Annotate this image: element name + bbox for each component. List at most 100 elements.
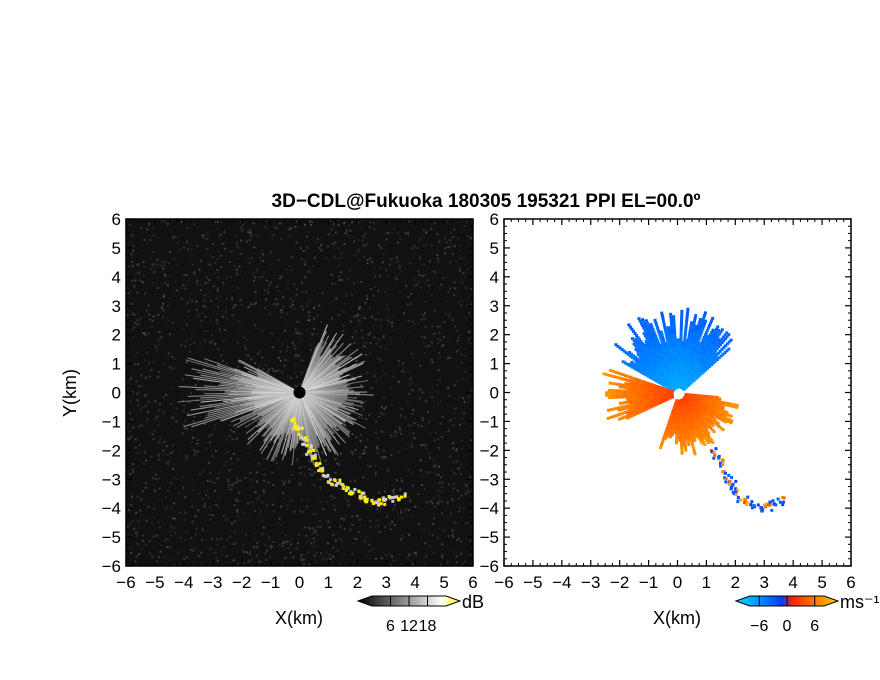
noise-pixel xyxy=(250,558,253,561)
noise-pixel xyxy=(184,384,187,387)
noise-pixel xyxy=(286,345,289,348)
velocity-pixel xyxy=(672,317,676,321)
noise-pixel xyxy=(277,356,280,359)
noise-pixel xyxy=(335,257,338,260)
noise-pixel xyxy=(220,549,223,552)
noise-pixel xyxy=(338,488,341,491)
noise-pixel xyxy=(471,235,473,238)
noise-pixel xyxy=(357,239,360,242)
noise-pixel xyxy=(308,315,311,318)
velocity-pixel xyxy=(631,410,635,414)
echo-pixel xyxy=(391,499,395,503)
noise-pixel xyxy=(432,464,435,467)
noise-pixel xyxy=(252,222,255,225)
velocity-pixel xyxy=(716,325,720,329)
noise-pixel xyxy=(204,315,207,318)
noise-pixel xyxy=(130,377,133,380)
noise-pixel xyxy=(170,529,173,532)
noise-pixel xyxy=(308,311,311,314)
noise-pixel xyxy=(366,298,369,301)
noise-pixel xyxy=(402,536,405,539)
noise-pixel xyxy=(142,260,145,263)
noise-pixel xyxy=(369,525,372,528)
noise-pixel xyxy=(369,465,372,468)
noise-pixel xyxy=(213,551,216,554)
noise-pixel xyxy=(165,462,168,465)
noise-pixel xyxy=(460,552,463,555)
noise-pixel xyxy=(357,250,360,253)
noise-pixel xyxy=(290,543,293,546)
velocity-pixel xyxy=(717,416,721,420)
noise-pixel xyxy=(255,491,258,494)
velocity-pixel xyxy=(663,433,667,437)
noise-pixel xyxy=(234,542,237,545)
noise-pixel xyxy=(434,270,437,273)
velocity-pixel xyxy=(707,324,711,328)
velocity-pixel xyxy=(647,324,651,328)
velocity-pixel xyxy=(638,319,642,323)
velocity-pixel xyxy=(645,327,649,331)
noise-pixel xyxy=(283,541,286,544)
noise-pixel xyxy=(365,418,368,421)
noise-pixel xyxy=(238,258,241,261)
velocity-pixel xyxy=(723,333,727,337)
velocity-pixel xyxy=(680,346,684,350)
noise-pixel xyxy=(333,436,336,439)
velocity-pixel xyxy=(721,413,725,417)
noise-pixel xyxy=(284,381,287,384)
echo-pixel xyxy=(362,491,366,495)
noise-pixel xyxy=(202,470,205,473)
noise-pixel xyxy=(186,301,189,304)
noise-pixel xyxy=(349,528,352,531)
noise-pixel xyxy=(127,438,130,441)
velocity-pixel xyxy=(723,337,727,341)
noise-pixel xyxy=(326,551,329,554)
noise-pixel xyxy=(379,318,382,321)
y-tick-label: 5 xyxy=(112,239,121,258)
velocity-pixel xyxy=(662,321,666,325)
velocity-pixel xyxy=(705,340,709,344)
noise-pixel xyxy=(148,222,151,225)
noise-pixel xyxy=(200,320,203,323)
noise-pixel xyxy=(246,502,249,505)
noise-pixel xyxy=(276,369,279,372)
noise-pixel xyxy=(384,290,387,293)
noise-pixel xyxy=(256,546,259,549)
noise-pixel xyxy=(149,540,152,543)
noise-pixel xyxy=(260,250,263,253)
noise-pixel xyxy=(359,499,362,502)
noise-pixel xyxy=(158,370,161,373)
noise-pixel xyxy=(127,240,130,243)
velocity-pixel xyxy=(686,341,690,345)
noise-pixel xyxy=(343,302,346,305)
noise-pixel xyxy=(377,338,380,341)
noise-pixel xyxy=(213,221,216,224)
noise-pixel xyxy=(266,549,269,552)
velocity-pixel xyxy=(675,433,679,437)
noise-pixel xyxy=(227,451,230,454)
velocity-pixel xyxy=(704,319,708,323)
noise-pixel xyxy=(227,480,230,483)
noise-pixel xyxy=(164,261,167,264)
y-tick-label: 3 xyxy=(112,297,121,316)
velocity-pixel xyxy=(688,331,692,335)
noise-pixel xyxy=(164,495,167,498)
noise-pixel xyxy=(383,455,386,458)
velocity-pixel xyxy=(691,436,695,440)
noise-pixel xyxy=(205,233,208,236)
velocity-pixel xyxy=(669,338,673,342)
noise-pixel xyxy=(321,451,324,454)
velocity-pixel xyxy=(632,357,636,361)
noise-pixel xyxy=(178,511,181,514)
noise-pixel xyxy=(281,296,284,299)
noise-pixel xyxy=(153,271,156,274)
noise-pixel xyxy=(199,268,202,271)
noise-pixel xyxy=(430,244,433,247)
noise-pixel xyxy=(170,482,173,485)
noise-pixel xyxy=(370,315,373,318)
noise-pixel xyxy=(434,505,437,508)
velocity-pixel xyxy=(725,417,729,421)
noise-pixel xyxy=(409,425,412,428)
noise-pixel xyxy=(397,232,400,235)
noise-pixel xyxy=(464,492,467,495)
